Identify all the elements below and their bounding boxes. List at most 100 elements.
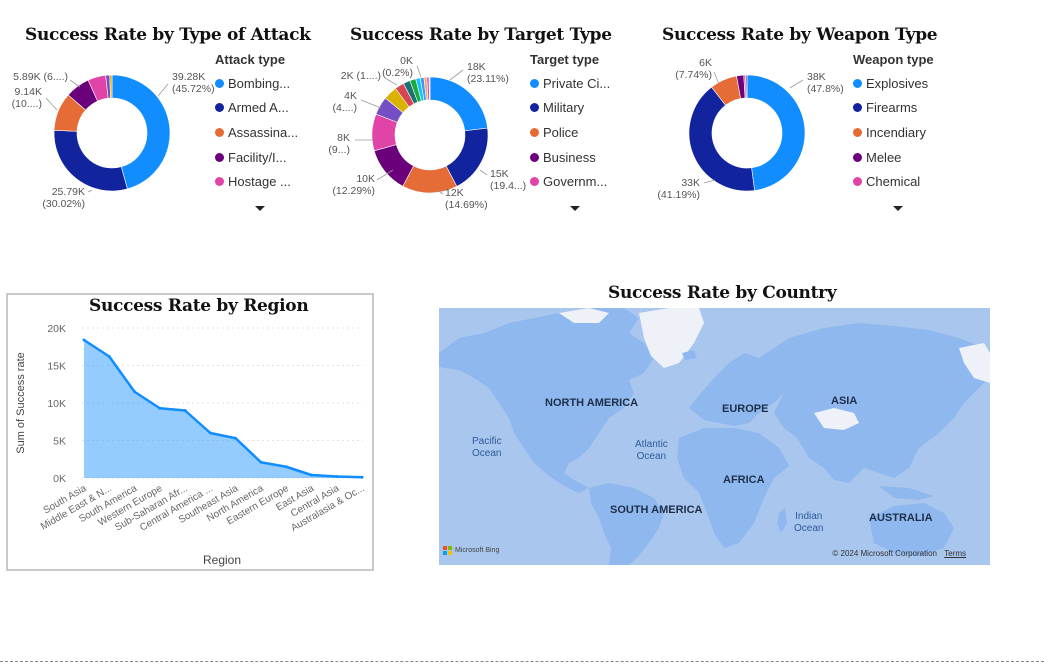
leader-line: [360, 99, 382, 109]
legend-item[interactable]: Governm...: [530, 169, 620, 194]
legend-more-button[interactable]: [215, 200, 305, 211]
donut-chart-attack[interactable]: 39.28K(45.72%) 25.79K(30.02%) 9.14K(10....…: [0, 20, 320, 220]
donut-visual-weapon[interactable]: Success Rate by Weapon Type 38K (47.8%) 33…: [640, 20, 970, 220]
donut-chart-target[interactable]: 18K(23.11%) 15K(19.4...) 12K(14.69%) 10K(12…: [325, 20, 655, 220]
legend-dot-icon: [853, 103, 862, 113]
legend-item[interactable]: Armed A...: [215, 96, 305, 121]
donut-slice[interactable]: [745, 74, 748, 99]
leader-line: [384, 77, 398, 86]
data-point[interactable]: [259, 460, 263, 464]
data-point[interactable]: [360, 475, 364, 479]
map-title: Success Rate by Country: [608, 283, 837, 303]
data-label: 39.28K: [172, 71, 205, 83]
chart-title: Success Rate by Weapon Type: [662, 25, 938, 45]
data-point[interactable]: [107, 355, 111, 358]
legend-item[interactable]: Police: [530, 120, 620, 145]
area-fill[interactable]: [84, 340, 362, 478]
legend-title: Attack type: [215, 52, 286, 67]
land-mongolia: [814, 408, 859, 430]
map-visual-country[interactable]: Success Rate by Country NORTH AMERICA EU…: [439, 282, 990, 565]
caret-down-icon: [893, 205, 903, 211]
legend-more-button[interactable]: [530, 200, 620, 211]
donut-slice[interactable]: [109, 74, 113, 99]
data-point[interactable]: [234, 436, 238, 440]
data-point[interactable]: [133, 390, 137, 394]
donut-slice[interactable]: [428, 76, 431, 101]
world-map[interactable]: [439, 308, 990, 565]
legend-item[interactable]: Assassina...: [215, 120, 305, 145]
map-label-africa: AFRICA: [723, 474, 765, 486]
legend-item[interactable]: Bombing...: [215, 71, 305, 96]
legend-dot-icon: [215, 78, 224, 88]
bing-attribution: Microsoft Bing: [443, 546, 499, 555]
data-point[interactable]: [183, 409, 187, 412]
donut-chart-weapon[interactable]: 38K(47.8%) 33K(41.19%) 6K(7.74%): [640, 20, 970, 220]
copyright-text: © 2024 Microsoft Corporation: [832, 549, 937, 558]
legend-weapon[interactable]: Weapon type Explosives Firearms Incendiary…: [853, 52, 943, 211]
land-greenland: [639, 308, 704, 368]
donut-slice[interactable]: [746, 74, 806, 191]
leader-line: [87, 189, 93, 193]
land-asia: [759, 323, 990, 483]
y-tick-label: 10K: [47, 398, 66, 410]
legend-dot-icon: [215, 103, 224, 113]
data-point[interactable]: [208, 431, 212, 435]
donut-slice[interactable]: [111, 74, 171, 190]
land-east-siberia: [959, 343, 990, 383]
legend-item[interactable]: Melee: [853, 145, 943, 170]
leader-line: [69, 79, 81, 88]
donut-visual-attack[interactable]: Success Rate by Type of Attack 39.28K (45…: [0, 20, 320, 220]
donut-visual-target[interactable]: Success Rate by Target Type 18K (23.11%) 1…: [325, 20, 655, 220]
legend-target[interactable]: Target type Private Ci... Military Police B…: [530, 52, 620, 211]
legend-item[interactable]: Incendiary: [853, 120, 943, 145]
legend-label: Hostage ...: [228, 174, 291, 190]
leader-line: [713, 71, 720, 85]
data-point[interactable]: [335, 475, 339, 478]
chart-title: Success Rate by Target Type: [350, 25, 612, 45]
legend-item[interactable]: Firearms: [853, 96, 943, 121]
legend-item[interactable]: Explosives: [853, 71, 943, 96]
data-label: 2K (1....): [341, 70, 381, 82]
data-label: 9.14K: [15, 86, 42, 98]
leader-line: [449, 69, 464, 81]
legend-item[interactable]: Business: [530, 145, 620, 170]
donut-slice[interactable]: [429, 76, 488, 132]
data-label: 4K: [344, 90, 357, 102]
donut-slice[interactable]: [53, 129, 128, 192]
legend-label: Chemical: [866, 174, 921, 190]
land-indonesia: [879, 486, 934, 500]
area-line[interactable]: [83, 338, 363, 479]
legend-more-button[interactable]: [853, 200, 943, 211]
data-point[interactable]: [158, 406, 162, 410]
legend-dot-icon: [530, 78, 539, 88]
terms-link[interactable]: Terms: [944, 549, 966, 558]
map-label-indian: Indian Ocean: [794, 511, 824, 534]
data-point[interactable]: [284, 465, 288, 469]
legend-item[interactable]: Military: [530, 96, 620, 121]
area-visual-region[interactable]: Success Rate by Region 0K 5K 10K 15K 20K Sout…: [6, 293, 374, 571]
legend-item[interactable]: Facility/I...: [215, 145, 305, 170]
y-tick-label: 20K: [47, 323, 66, 335]
leader-line: [157, 83, 169, 97]
data-label: 25.79K: [52, 186, 85, 198]
data-point[interactable]: [82, 338, 86, 342]
map-label-pacific: Pacific Ocean: [472, 436, 502, 459]
legend-item[interactable]: Chemical: [853, 169, 943, 194]
land-south-america: [589, 483, 664, 565]
leader-line: [436, 189, 444, 195]
data-point[interactable]: [309, 473, 313, 477]
data-label: 12K: [445, 187, 464, 199]
donut-slice[interactable]: [688, 86, 755, 192]
map-label-australia: AUSTRALIA: [869, 512, 933, 524]
data-label: (47.8%): [807, 83, 844, 95]
legend-attack[interactable]: Attack type Bombing... Armed A... Assassin…: [215, 52, 305, 211]
legend-item[interactable]: Private Ci...: [530, 71, 620, 96]
map-label-atlantic: Atlantic Ocean: [635, 439, 668, 462]
data-label: (4....): [332, 102, 357, 114]
legend-title: Weapon type: [853, 52, 934, 67]
data-label: (12.29%): [332, 185, 375, 197]
legend-item[interactable]: Hostage ...: [215, 169, 305, 194]
leader-line: [416, 65, 422, 78]
data-label: (9...): [328, 144, 350, 156]
